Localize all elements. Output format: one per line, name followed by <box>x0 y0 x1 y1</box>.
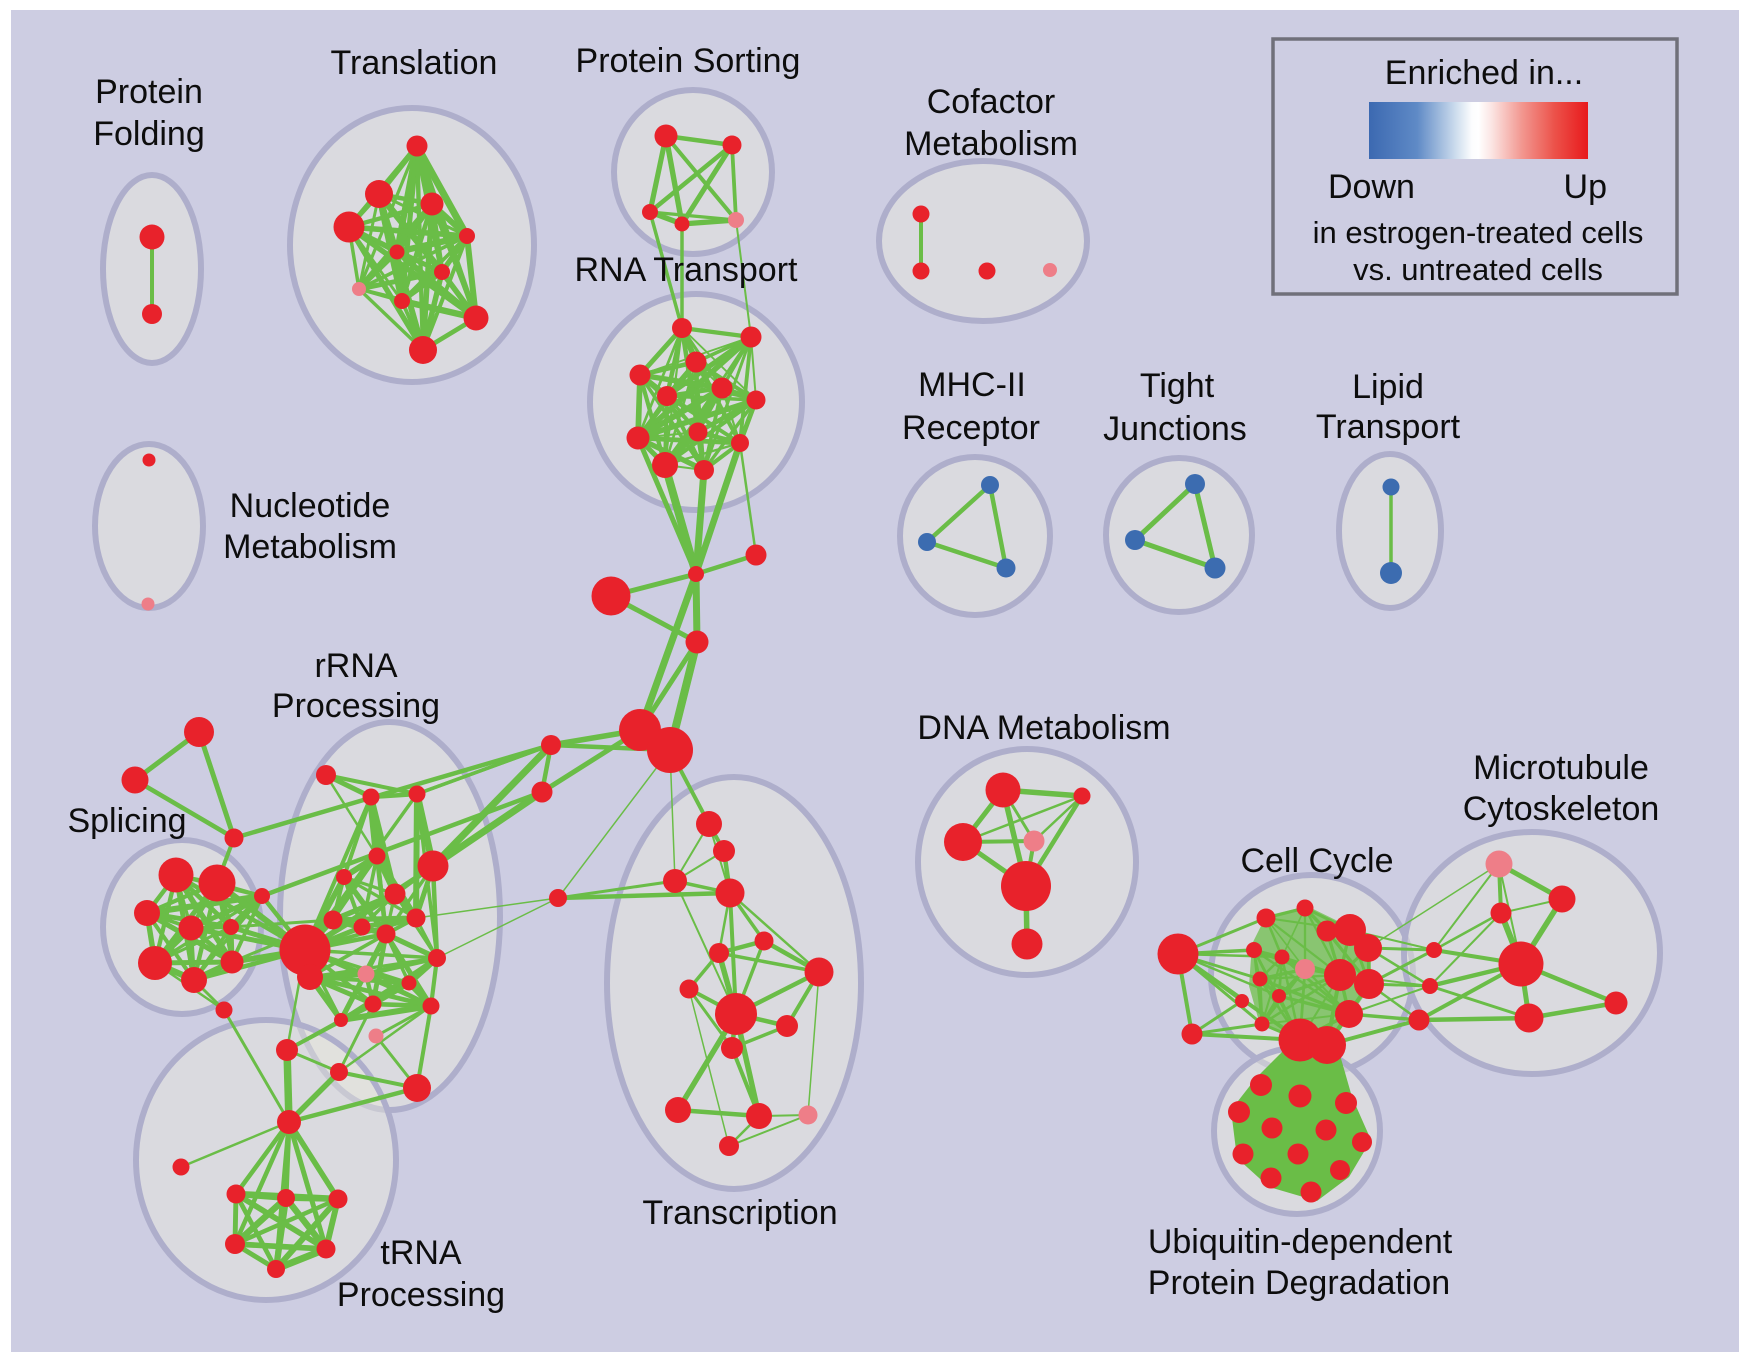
svg-text:Cell Cycle: Cell Cycle <box>1240 842 1393 880</box>
svg-text:Folding: Folding <box>93 115 205 153</box>
svg-text:Transport: Transport <box>1316 408 1461 446</box>
svg-text:Transcription: Transcription <box>642 1194 837 1232</box>
svg-text:RNA Transport: RNA Transport <box>575 251 799 289</box>
svg-text:DNA Metabolism: DNA Metabolism <box>917 709 1170 747</box>
svg-text:Microtubule: Microtubule <box>1473 749 1649 787</box>
svg-text:Ubiquitin-dependent: Ubiquitin-dependent <box>1148 1223 1453 1261</box>
svg-text:vs. untreated cells: vs. untreated cells <box>1353 252 1603 287</box>
svg-text:Translation: Translation <box>331 44 498 82</box>
svg-text:rRNA: rRNA <box>314 647 397 685</box>
svg-text:Up: Up <box>1564 168 1607 206</box>
svg-text:Processing: Processing <box>272 687 440 725</box>
svg-text:MHC-II: MHC-II <box>918 366 1026 404</box>
svg-text:tRNA: tRNA <box>380 1234 462 1272</box>
svg-text:in estrogen-treated cells: in estrogen-treated cells <box>1313 215 1644 250</box>
svg-text:Protein Sorting: Protein Sorting <box>576 42 801 80</box>
svg-text:Junctions: Junctions <box>1103 410 1247 448</box>
svg-text:Protein Degradation: Protein Degradation <box>1148 1264 1450 1302</box>
svg-text:Splicing: Splicing <box>67 802 186 840</box>
svg-text:Metabolism: Metabolism <box>223 528 397 566</box>
svg-text:Nucleotide: Nucleotide <box>230 487 391 525</box>
svg-text:Metabolism: Metabolism <box>904 125 1078 163</box>
svg-text:Cofactor: Cofactor <box>927 83 1056 121</box>
svg-text:Enriched in...: Enriched in... <box>1385 54 1583 92</box>
svg-text:Tight: Tight <box>1140 367 1215 405</box>
svg-text:Down: Down <box>1328 168 1415 206</box>
svg-text:Receptor: Receptor <box>902 409 1040 447</box>
svg-text:Cytoskeleton: Cytoskeleton <box>1463 790 1660 828</box>
svg-text:Protein: Protein <box>95 73 203 111</box>
svg-text:Processing: Processing <box>337 1276 505 1314</box>
svg-text:Lipid: Lipid <box>1352 368 1424 406</box>
